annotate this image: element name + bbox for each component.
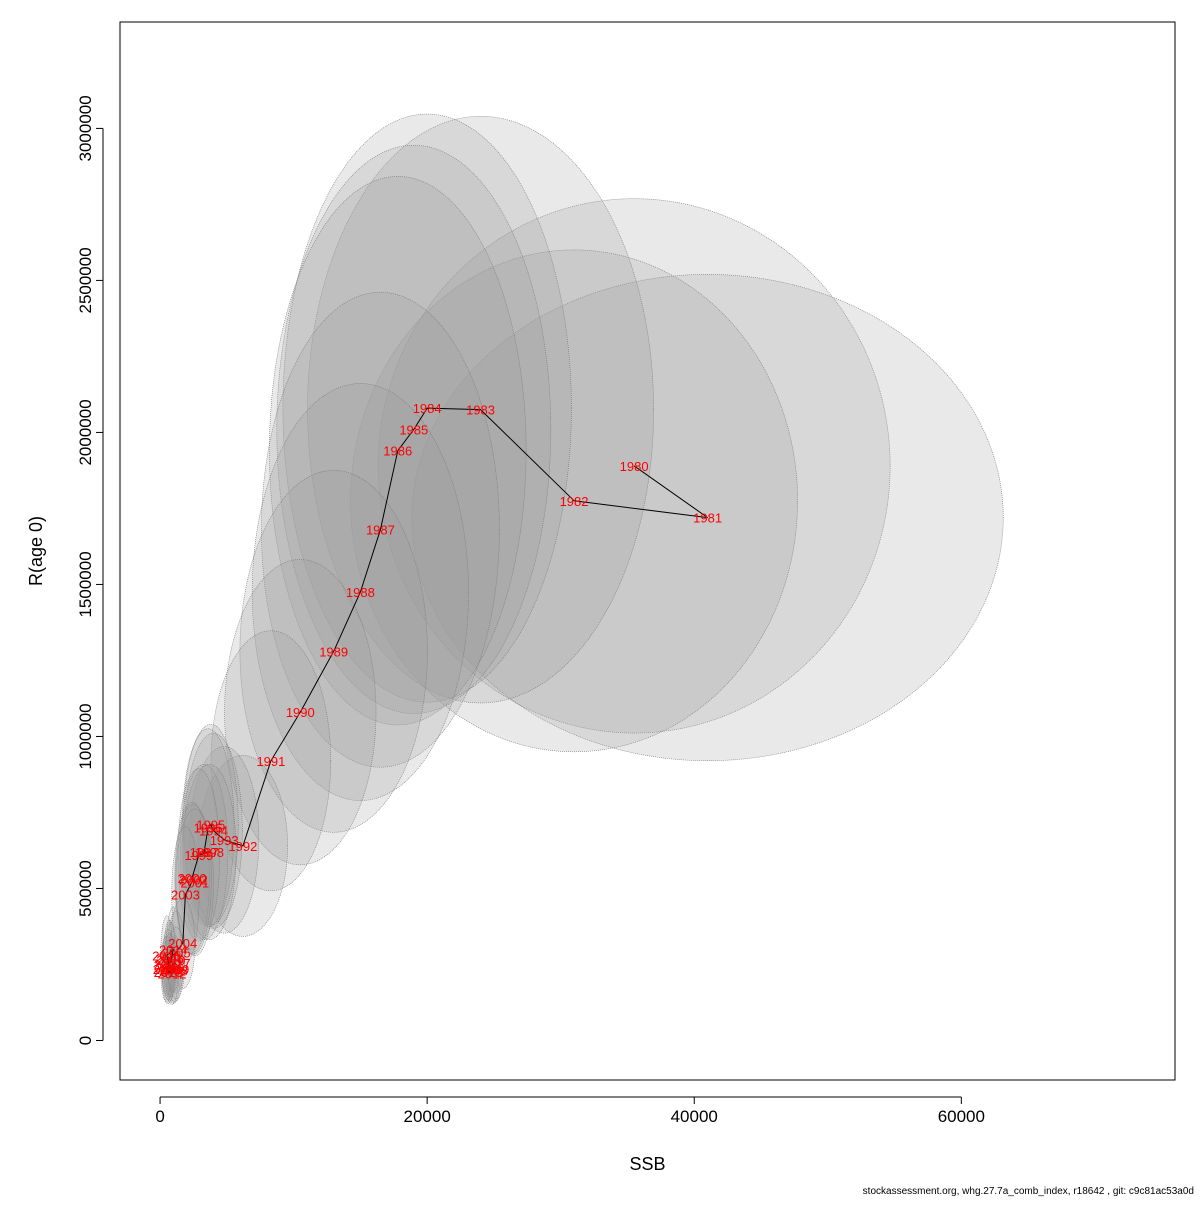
x-tick-label: 20000 (404, 1107, 451, 1126)
y-tick-label: 2500000 (76, 247, 95, 313)
plot-frame (119, 21, 1176, 1081)
y-tick-label: 500000 (76, 860, 95, 917)
year-label-2006: 2006 (155, 951, 184, 966)
year-label-1984: 1984 (413, 401, 442, 416)
year-label-1988: 1988 (346, 585, 375, 600)
footer-source-text: stockassessment.org, whg.27.7a_comb_inde… (862, 1186, 1194, 1197)
year-label-1987: 1987 (366, 523, 395, 538)
year-label-1996: 1996 (194, 821, 223, 836)
year-label-1990: 1990 (286, 705, 315, 720)
x-tick-label: 0 (155, 1107, 164, 1126)
year-label-2017: 2017 (162, 956, 191, 971)
year-label-2005: 2005 (162, 945, 191, 960)
year-label-1981: 1981 (693, 511, 722, 526)
y-tick-label: 2000000 (76, 399, 95, 465)
year-label-2000: 2000 (178, 871, 207, 886)
y-axis-label: R(age 0) (26, 516, 46, 586)
y-tick-label: 1000000 (76, 703, 95, 769)
y-tick-label: 0 (76, 1036, 95, 1045)
trajectory-line (166, 407, 708, 975)
year-label-1983: 1983 (466, 403, 495, 418)
x-axis-label: SSB (629, 1154, 665, 1174)
year-label-1997: 1997 (190, 845, 219, 860)
year-label-2011: 2011 (153, 962, 181, 977)
year-label-2004: 2004 (168, 936, 197, 951)
year-label-1995: 1995 (196, 818, 225, 833)
ellipse-2017 (167, 926, 186, 1000)
year-label-1999: 1999 (184, 848, 213, 863)
trajectory-line-layer (166, 407, 708, 975)
year-label-1992: 1992 (228, 839, 257, 854)
year-label-1982: 1982 (560, 494, 589, 509)
year-label-1986: 1986 (383, 444, 412, 459)
year-label-2015: 2015 (152, 948, 181, 963)
year-label-2008: 2008 (159, 964, 188, 979)
year-label-1989: 1989 (319, 644, 348, 659)
year-label-1998: 1998 (195, 845, 224, 860)
x-tick-label: 60000 (938, 1107, 985, 1126)
year-label-2002: 2002 (179, 872, 208, 887)
year-label-2007: 2007 (154, 957, 183, 972)
year-label-2016: 2016 (155, 961, 184, 976)
year-labels: 1980 1981 1982 1983 1984 1985 1986 1987 1988 1989… (152, 401, 722, 981)
y-tick-label: 1500000 (76, 551, 95, 617)
confidence-ellipses (160, 113, 1004, 1005)
year-label-2012: 2012 (158, 967, 187, 982)
year-label-1993: 1993 (210, 833, 239, 848)
year-label-1985: 1985 (399, 422, 428, 437)
year-label-1980: 1980 (620, 459, 649, 474)
year-label-1991: 1991 (256, 754, 285, 769)
y-tick-label: 3000000 (76, 95, 95, 161)
year-label-2013: 2013 (154, 965, 183, 980)
year-label-2009: 2009 (160, 962, 189, 977)
year-label-2014: 2014 (159, 942, 188, 957)
axes: 0 20000 40000 60000 SSB 0 500000 1000000 1500000… (26, 21, 1176, 1174)
x-tick-label: 40000 (671, 1107, 718, 1126)
year-label-2003: 2003 (171, 888, 200, 903)
year-label-2010: 2010 (156, 953, 185, 968)
year-label-1994: 1994 (199, 824, 228, 839)
year-label-2001: 2001 (180, 875, 209, 890)
